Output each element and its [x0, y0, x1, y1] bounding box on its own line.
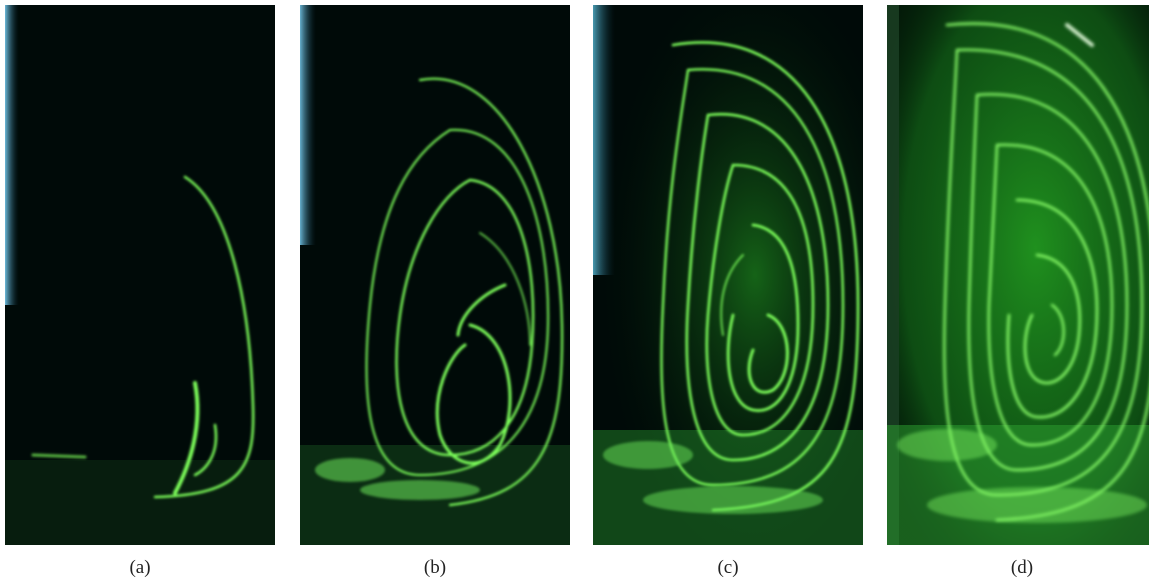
- side-wall-c: [593, 5, 615, 275]
- side-wall-d: [887, 5, 899, 545]
- caption-d: (d): [1010, 557, 1034, 578]
- streaklines-b: [365, 77, 564, 507]
- flow-photo-b: [300, 5, 570, 545]
- flow-photo-c: [593, 5, 863, 545]
- flow-image-c: [593, 5, 863, 545]
- side-wall-b: [300, 5, 316, 245]
- caption-b: (b): [423, 557, 447, 578]
- streaklines-c: [660, 41, 860, 512]
- flow-photo-a: [5, 5, 275, 545]
- caption-a: (a): [129, 557, 151, 578]
- flow-image-d: [887, 5, 1149, 545]
- streaklines-a: [31, 175, 255, 499]
- side-wall-a: [5, 5, 19, 305]
- flow-image-a: [5, 5, 275, 545]
- caption-c: (c): [717, 557, 739, 578]
- flow-photo-d: [887, 5, 1149, 545]
- flow-image-b: [300, 5, 570, 545]
